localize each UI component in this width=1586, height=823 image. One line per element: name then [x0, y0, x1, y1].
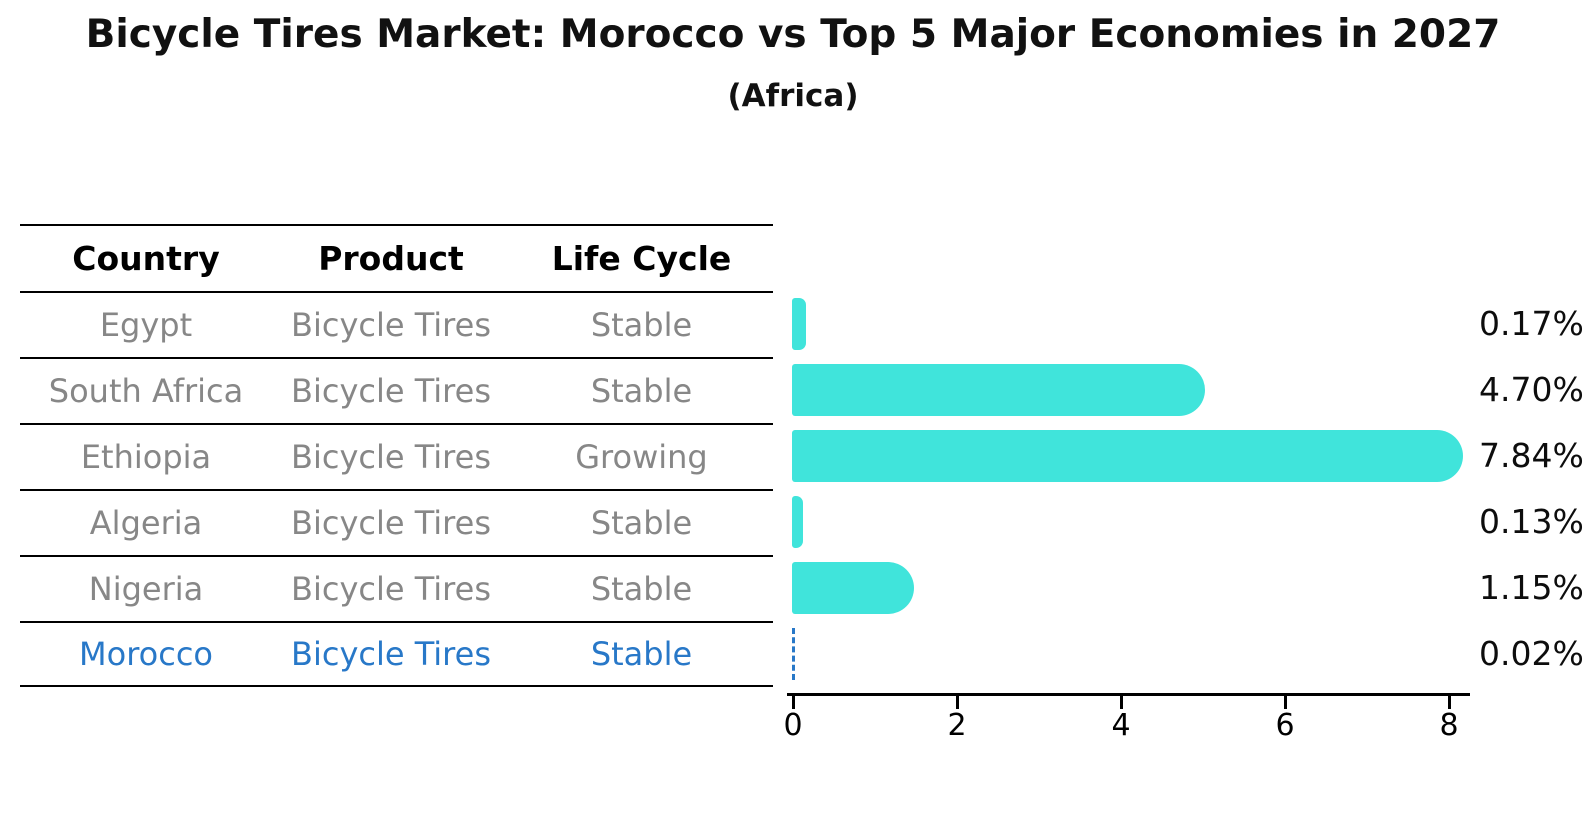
header-cell-product: Product: [318, 238, 464, 278]
value-label: 0.17%: [1479, 304, 1584, 343]
bar: [792, 496, 803, 548]
bar: [792, 562, 915, 614]
x-axis-tick: [1284, 696, 1287, 709]
cell-product: Bicycle Tires: [291, 306, 491, 344]
cell-life-cycle: Stable: [590, 372, 693, 410]
cell-life-cycle: Stable: [590, 504, 693, 542]
cell-life-cycle: Stable: [590, 570, 693, 608]
x-axis-tick: [1120, 696, 1123, 709]
value-label: 7.84%: [1479, 436, 1584, 475]
cell-life-cycle: Stable: [590, 306, 693, 344]
cell-life-cycle: Stable: [590, 635, 693, 673]
cell-country: Ethiopia: [80, 438, 212, 476]
cell-country: South Africa: [48, 372, 244, 410]
bar: [792, 298, 806, 350]
table-header-row: Country Product Life Cycle: [20, 224, 773, 291]
x-axis-tick-label: 8: [1439, 708, 1459, 743]
x-axis-tick-label: 4: [1111, 708, 1131, 743]
cell-country: Algeria: [89, 504, 203, 542]
cell-country: Egypt: [99, 306, 193, 344]
x-axis-line: [787, 693, 1470, 696]
cell-country: Nigeria: [88, 570, 204, 608]
x-axis-tick: [792, 696, 795, 709]
table-row: Ethiopia Bicycle Tires Growing: [20, 423, 773, 489]
header-cell-country: Country: [72, 238, 220, 278]
table-row: South Africa Bicycle Tires Stable: [20, 357, 773, 423]
bar: [792, 364, 1206, 416]
cell-product: Bicycle Tires: [291, 372, 491, 410]
x-axis-tick-label: 2: [947, 708, 967, 743]
x-axis-tick-label: 0: [783, 708, 803, 743]
table-row: Nigeria Bicycle Tires Stable: [20, 555, 773, 621]
page-subtitle: (Africa): [727, 78, 859, 114]
data-table: Country Product Life Cycle Egypt Bicycle…: [20, 224, 773, 687]
value-label: 4.70%: [1479, 370, 1584, 409]
table-row: Egypt Bicycle Tires Stable: [20, 291, 773, 357]
cell-life-cycle: Growing: [575, 438, 708, 476]
x-axis-tick: [956, 696, 959, 709]
value-label: 1.15%: [1479, 568, 1584, 607]
cell-country: Morocco: [79, 635, 213, 673]
cell-product: Bicycle Tires: [291, 438, 491, 476]
value-label: 0.13%: [1479, 502, 1584, 541]
cell-product: Bicycle Tires: [291, 504, 491, 542]
value-label: 0.02%: [1479, 634, 1584, 673]
page-title: Bicycle Tires Market: Morocco vs Top 5 M…: [85, 12, 1501, 57]
bar: [792, 430, 1463, 482]
table-row: Algeria Bicycle Tires Stable: [20, 489, 773, 555]
cell-product: Bicycle Tires: [291, 635, 491, 673]
header-cell-life-cycle: Life Cycle: [551, 238, 732, 278]
table-row: Morocco Bicycle Tires Stable: [20, 621, 773, 687]
cell-product: Bicycle Tires: [291, 570, 491, 608]
bar: [792, 628, 795, 680]
x-axis-tick-label: 6: [1275, 708, 1295, 743]
x-axis-tick: [1448, 696, 1451, 709]
